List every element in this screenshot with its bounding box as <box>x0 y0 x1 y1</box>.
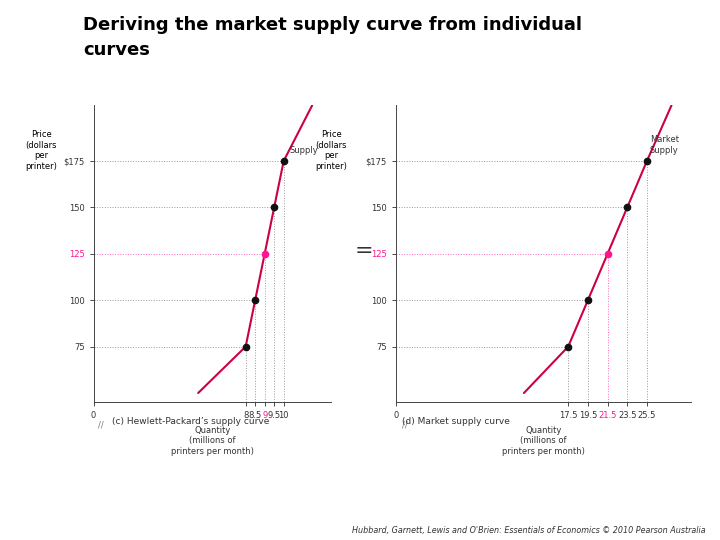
Text: =: = <box>354 241 373 261</box>
Text: (c) Hewlett-Packard’s supply curve: (c) Hewlett-Packard’s supply curve <box>112 417 269 426</box>
Text: (d) Market supply curve: (d) Market supply curve <box>402 417 510 426</box>
Text: Deriving the market supply curve from individual
curves: Deriving the market supply curve from in… <box>83 16 582 59</box>
Text: //: // <box>98 420 104 429</box>
Text: //: // <box>402 420 408 429</box>
Y-axis label: Price
(dollars
per
printer): Price (dollars per printer) <box>25 131 58 171</box>
X-axis label: Quantity
(millions of
printers per month): Quantity (millions of printers per month… <box>502 426 585 456</box>
Text: Hubbard, Garnett, Lewis and O'Brien: Essentials of Economics © 2010 Pearson Aust: Hubbard, Garnett, Lewis and O'Brien: Ess… <box>352 525 706 535</box>
Text: Market
Supply: Market Supply <box>650 136 679 156</box>
X-axis label: Quantity
(millions of
printers per month): Quantity (millions of printers per month… <box>171 426 254 456</box>
Y-axis label: Price
(dollars
per
printer): Price (dollars per printer) <box>315 131 347 171</box>
Text: Supply: Supply <box>289 146 318 156</box>
